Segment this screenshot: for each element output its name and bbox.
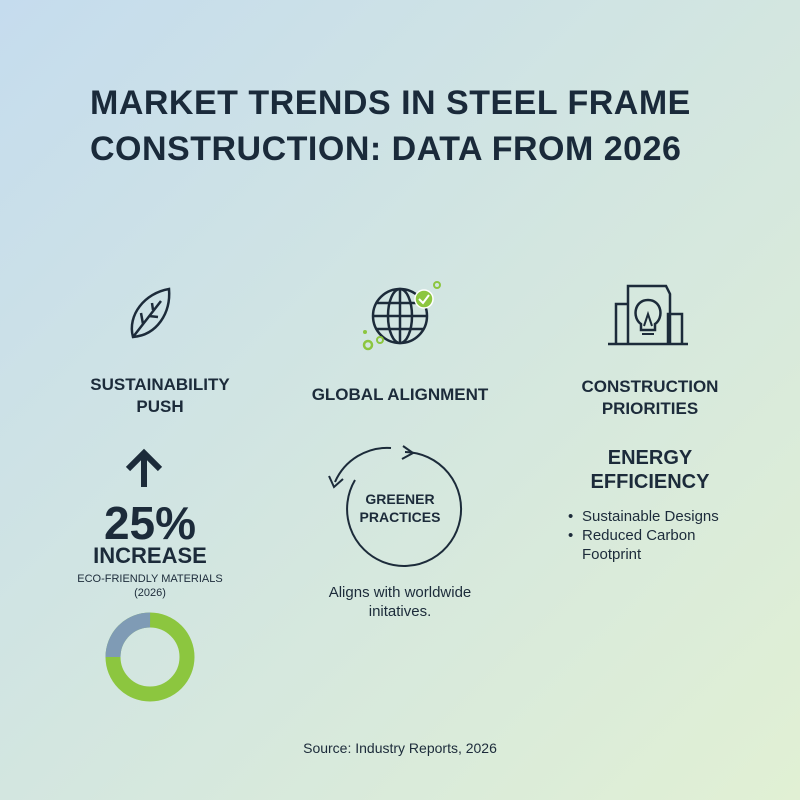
bullet-item: • Reduced Carbon Footprint [568, 526, 748, 564]
stat-value: 25% [103, 497, 197, 549]
bullet-text: Sustainable Designs [582, 508, 719, 525]
title-line: MARKET TRENDS IN STEEL FRAME [90, 84, 691, 122]
leaf-icon [130, 287, 171, 339]
title: MARKET TRENDS IN STEEL FRAME CONSTRUCTIO… [90, 80, 691, 172]
cycle-arrows [328, 445, 463, 567]
title-line: CONSTRUCTION: DATA FROM 2026 [90, 130, 682, 168]
stat-note: ECO-FRIENDLY MATERIALS (2026) [77, 573, 223, 599]
subheading: ENERGY EFFICIENCY [590, 447, 710, 493]
cycle-label: GREENER PRACTICES [359, 491, 441, 525]
column-heading: GLOBAL ALIGNMENT [311, 385, 489, 404]
column-note: Aligns with worldwide initatives. [328, 584, 472, 620]
source-note: Source: Industry Reports, 2026 [303, 740, 497, 756]
column-heading: SUSTAINABILITY PUSH [90, 375, 230, 416]
stat-caption: INCREASE [93, 543, 207, 568]
donut-segment [105, 612, 195, 702]
up-arrow [125, 448, 163, 487]
bullet-item: • Sustainable Designs [568, 508, 719, 525]
bullet-list: • Sustainable Designs • Reduced Carbon Foo… [568, 507, 748, 564]
bullet-text: Reduced Carbon Footprint [582, 527, 696, 563]
donut-chart [105, 612, 195, 702]
globe-icon [362, 281, 441, 351]
column-heading: CONSTRUCTION PRIORITIES [581, 377, 719, 418]
building-bulb-icon [608, 284, 688, 346]
